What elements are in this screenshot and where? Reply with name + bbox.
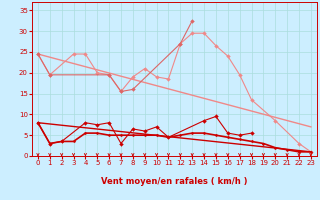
X-axis label: Vent moyen/en rafales ( km/h ): Vent moyen/en rafales ( km/h ) <box>101 177 248 186</box>
